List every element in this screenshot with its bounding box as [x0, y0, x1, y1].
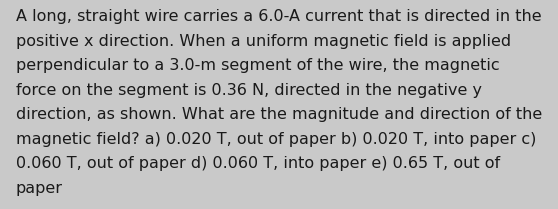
Text: direction, as shown. What are the magnitude and direction of the: direction, as shown. What are the magnit… [16, 107, 542, 122]
Text: force on the segment is 0.36 N, directed in the negative y: force on the segment is 0.36 N, directed… [16, 83, 482, 98]
Text: paper: paper [16, 181, 62, 196]
Text: 0.060 T, out of paper d) 0.060 T, into paper e) 0.65 T, out of: 0.060 T, out of paper d) 0.060 T, into p… [16, 156, 500, 171]
Text: perpendicular to a 3.0-m segment of the wire, the magnetic: perpendicular to a 3.0-m segment of the … [16, 58, 499, 73]
Text: magnetic field? a) 0.020 T, out of paper b) 0.020 T, into paper c): magnetic field? a) 0.020 T, out of paper… [16, 132, 536, 147]
Text: positive x direction. When a uniform magnetic field is applied: positive x direction. When a uniform mag… [16, 34, 511, 49]
Text: A long, straight wire carries a 6.0-A current that is directed in the: A long, straight wire carries a 6.0-A cu… [16, 9, 541, 24]
